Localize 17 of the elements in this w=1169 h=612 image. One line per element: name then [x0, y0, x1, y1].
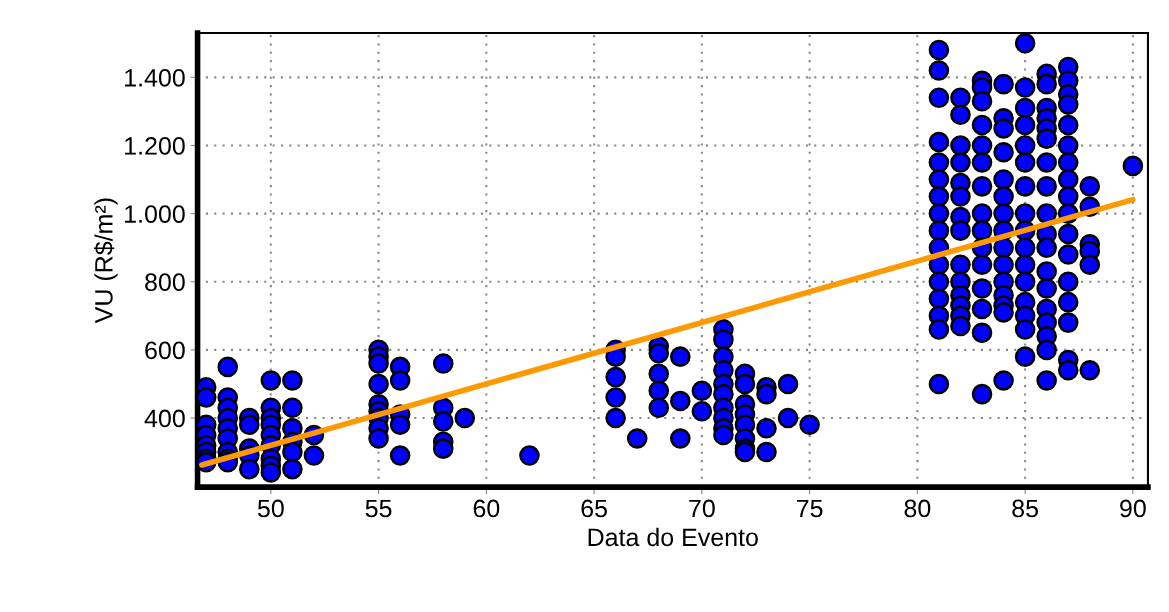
- y-tick-label: 800: [145, 273, 185, 292]
- x-tick-label: 90: [1120, 499, 1146, 518]
- x-tick-label: 70: [689, 499, 715, 518]
- x-tick-label: 60: [473, 499, 500, 518]
- y-tick-label: 1.400: [125, 68, 185, 87]
- y-tick-label: 600: [145, 341, 185, 360]
- x-tick-label: 55: [365, 499, 392, 518]
- y-tick-label: 1.000: [125, 205, 185, 223]
- x-axis-title: Data do Evento: [588, 527, 758, 547]
- y-axis-title: VU (R$/m²): [93, 198, 118, 324]
- y-tick-label: 400: [144, 409, 185, 428]
- x-tick-label: 50: [257, 499, 284, 518]
- x-tick-label: 75: [796, 499, 823, 518]
- x-tick-label: 65: [581, 499, 607, 518]
- x-tick-label: 80: [904, 499, 931, 518]
- y-tick-label: 1.200: [125, 137, 185, 155]
- x-tick-label: 85: [1012, 499, 1038, 518]
